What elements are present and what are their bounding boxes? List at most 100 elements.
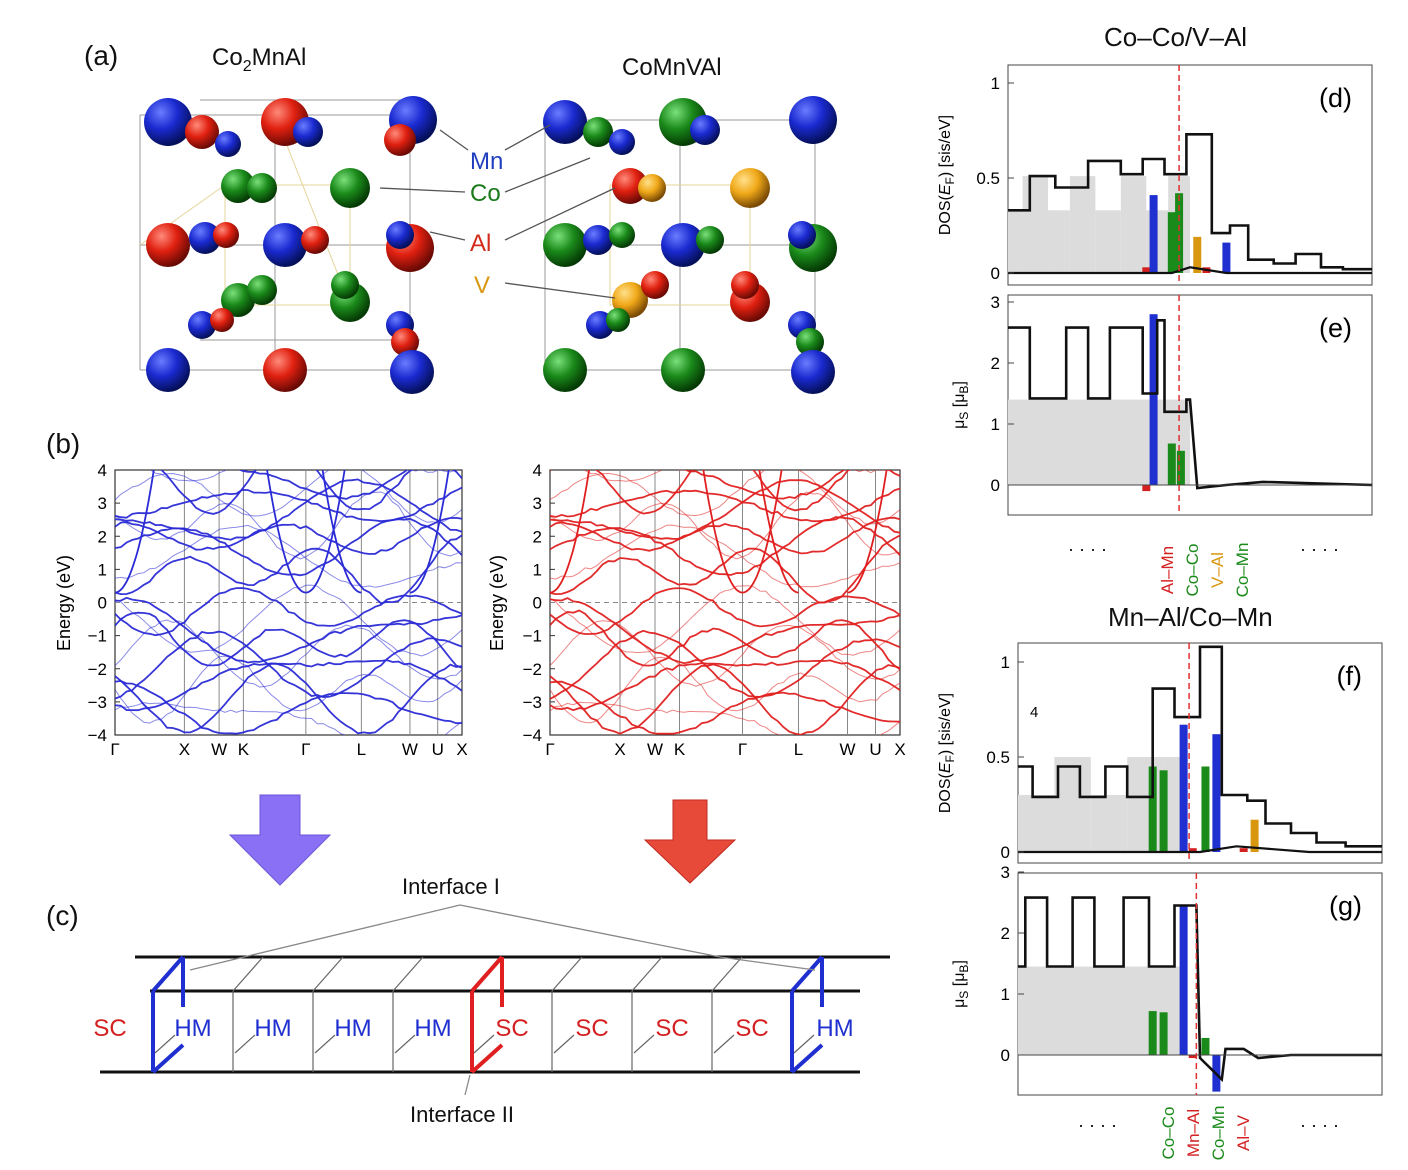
kpoint-label: Γ xyxy=(545,740,554,759)
bond-label: Al–Mn xyxy=(1158,546,1177,594)
y-axis-label: DOS(EF) [sis/eV] xyxy=(937,115,957,235)
cell-label: HM xyxy=(816,1015,853,1042)
energy-tick-label: 1 xyxy=(533,560,542,579)
kpoint-label: X xyxy=(894,740,905,759)
y-axis-label: μS [μB] xyxy=(951,381,971,429)
y-axis-label: DOS(EF) [sis/eV] xyxy=(937,693,957,813)
crystal-structures-figure xyxy=(139,96,837,394)
energy-tick-label: −1 xyxy=(523,627,542,646)
stray-number: 4 xyxy=(1030,704,1038,721)
bond-label: Mn–Al xyxy=(1184,1109,1203,1157)
panel-c-label: (c) xyxy=(46,900,79,931)
cell-label: SC xyxy=(495,1015,528,1042)
ellipsis-right: · · · · xyxy=(1300,1115,1339,1135)
y-tick-label: 0 xyxy=(1001,843,1010,862)
ellipsis-left: · · · · xyxy=(1078,1115,1117,1135)
energy-tick-label: 1 xyxy=(98,560,107,579)
panel-e-mu: 3 2 1 0 (e) μS [μB] xyxy=(951,293,1373,516)
energy-tick-label: −2 xyxy=(523,660,542,679)
kpoint-label: W xyxy=(647,740,663,759)
y-tick-label: 1 xyxy=(1001,985,1010,1004)
kpoint-label: L xyxy=(357,740,366,759)
left-atoms xyxy=(144,96,437,394)
energy-tick-label: 3 xyxy=(98,494,107,513)
energy-tick-label: −3 xyxy=(523,693,542,712)
cell-label: HM xyxy=(254,1015,291,1042)
y-tick-label: 1 xyxy=(991,74,1000,93)
cell-label: HM xyxy=(414,1015,451,1042)
energy-tick-label: 2 xyxy=(98,527,107,546)
y-tick-label: 2 xyxy=(991,354,1000,373)
kpoint-label: X xyxy=(179,740,190,759)
y-tick-label: 0 xyxy=(991,476,1000,495)
legend-v: V xyxy=(474,272,491,299)
energy-tick-label: 4 xyxy=(533,461,542,480)
panel-g-mu: 3 2 1 0 (g) μS [μB] xyxy=(951,863,1383,1096)
bond-label: Co–Co xyxy=(1183,544,1202,597)
energy-tick-label: 2 xyxy=(533,527,542,546)
panel-d-dos: 1 0.5 0 (d) DOS(EF) [sis/eV] xyxy=(937,64,1373,286)
kpoint-label: W xyxy=(402,740,418,759)
y-tick-label: 1 xyxy=(1001,653,1010,672)
arrow-down-blue xyxy=(228,794,332,886)
title-co-co-v-al: Co–Co/V–Al xyxy=(1104,22,1248,52)
kpoint-label: K xyxy=(238,740,250,759)
y-tick-label: 1 xyxy=(991,415,1000,434)
ellipsis-left: · · · · xyxy=(1068,539,1107,559)
kpoint-label: U xyxy=(869,740,881,759)
cell-label: SC xyxy=(93,1015,126,1042)
cell-label: HM xyxy=(334,1015,371,1042)
kpoint-label: W xyxy=(211,740,227,759)
y-tick-label: 0 xyxy=(991,264,1000,283)
kpoint-label: L xyxy=(794,740,803,759)
energy-tick-label: −4 xyxy=(523,726,542,745)
y-tick-label: 0 xyxy=(1001,1046,1010,1065)
panel-b-label: (b) xyxy=(46,428,81,459)
y-tick-label: 3 xyxy=(991,293,1000,312)
kpoint-label: U xyxy=(432,740,444,759)
right-atoms xyxy=(543,96,837,394)
energy-tick-label: 4 xyxy=(98,461,107,480)
kpoint-label: Γ xyxy=(738,740,747,759)
ellipsis-right: · · · · xyxy=(1300,539,1339,559)
cell-label: HM xyxy=(174,1015,211,1042)
y-tick-label: 2 xyxy=(1001,924,1010,943)
kpoint-label: Γ xyxy=(110,740,119,759)
energy-tick-label: 0 xyxy=(533,594,542,613)
formula-comnval: CoMnVAl xyxy=(622,54,722,81)
panel-letter: (e) xyxy=(1319,313,1352,343)
interface-i-label: Interface I xyxy=(402,874,500,899)
kpoint-label: X xyxy=(614,740,625,759)
layer-resolved-plots: 1 0.5 0 (d) DOS(EF) [sis/eV] 3 2 1 0 (e) μS [μB] · … xyxy=(937,64,1383,1161)
bond-label: Co–Co xyxy=(1159,1107,1178,1160)
panel-letter: (g) xyxy=(1329,891,1362,921)
legend-al: Al xyxy=(470,230,492,257)
bond-label: Co–Mn xyxy=(1209,1106,1228,1161)
y-axis-label: μS [μB] xyxy=(951,960,971,1008)
superlattice-diagram: SC HM HM HM HM SC SC SC SC HM xyxy=(93,904,890,1095)
cell-label: SC xyxy=(655,1015,688,1042)
energy-tick-label: −4 xyxy=(88,726,107,745)
panel-a-label: (a) xyxy=(84,40,119,71)
kpoint-label: K xyxy=(674,740,686,759)
legend-mn: Mn xyxy=(470,148,504,175)
energy-tick-label: −1 xyxy=(88,627,107,646)
kpoint-label: Γ xyxy=(301,740,310,759)
bond-label: Al–V xyxy=(1234,1114,1253,1151)
panel-letter: (f) xyxy=(1337,661,1362,691)
cell-label: SC xyxy=(735,1015,768,1042)
band-structure-plots: Energy (eV) Energy (eV) 4 3 2 1 0 −1 −2 −3 −4 4 3 2… xyxy=(54,461,906,759)
energy-tick-label: −3 xyxy=(88,693,107,712)
legend-co: Co xyxy=(470,180,501,207)
panel-letter: (d) xyxy=(1319,83,1352,113)
energy-tick-label: −2 xyxy=(88,660,107,679)
y-tick-label: 0.5 xyxy=(986,748,1010,767)
title-mn-al-co-mn: Mn–Al/Co–Mn xyxy=(1108,602,1273,632)
bond-label: V–Al xyxy=(1208,552,1227,588)
kpoint-label: W xyxy=(839,740,855,759)
y-tick-label: 0.5 xyxy=(976,169,1000,188)
kpoint-label: X xyxy=(456,740,467,759)
energy-tick-label: 0 xyxy=(98,594,107,613)
band-left-ylabel: Energy (eV) xyxy=(54,555,74,651)
panel-f-dos: 1 0.5 0 (f) DOS(EF) [sis/eV] xyxy=(937,642,1383,864)
